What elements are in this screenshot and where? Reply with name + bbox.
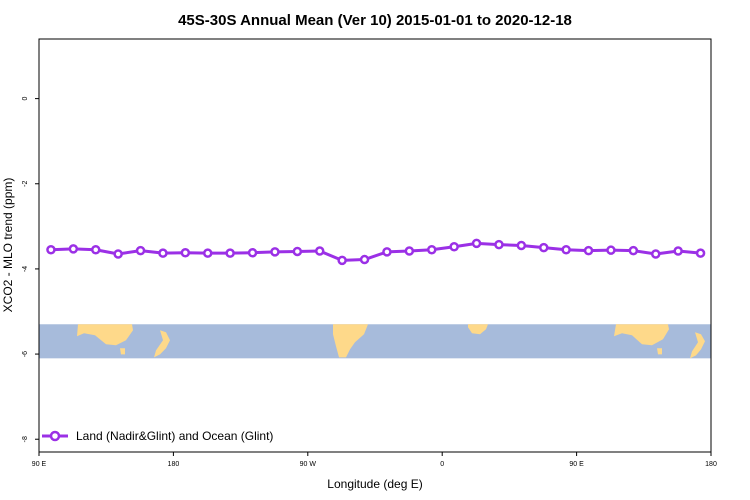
map-land-3: [333, 324, 368, 358]
data-point: [426, 245, 437, 255]
data-point: [516, 240, 527, 251]
data-point: [538, 242, 549, 253]
data-point: [68, 244, 79, 254]
map-land-6: [657, 348, 662, 355]
data-point: [135, 245, 146, 256]
x-tick-label-4: 90 E: [569, 461, 584, 468]
data-point: [404, 246, 415, 256]
data-point: [695, 248, 706, 258]
data-point: [561, 245, 571, 255]
data-point: [359, 254, 370, 265]
x-tick-label-1: 180: [168, 461, 180, 468]
data-point: [46, 245, 56, 255]
data-point: [606, 245, 616, 255]
x-tick-label-2: 90 W: [300, 461, 317, 468]
data-point: [650, 249, 661, 259]
x-tick-label-0: 90 E: [32, 461, 47, 468]
data-point: [449, 242, 459, 252]
data-point: [202, 248, 213, 258]
data-point: [471, 238, 482, 249]
data-point: [673, 246, 683, 256]
map-land-5: [614, 324, 669, 346]
series-layer: [46, 238, 706, 266]
data-point: [583, 245, 594, 256]
map-ocean: [39, 324, 711, 359]
map-land-0: [77, 324, 133, 346]
data-point: [337, 255, 347, 266]
x-axis-label: Longitude (deg E): [327, 477, 422, 491]
data-point: [113, 249, 123, 259]
y-tick-label-1: -2: [22, 181, 29, 187]
legend-marker-swatch: [49, 430, 61, 442]
map-land-1: [120, 348, 125, 355]
data-point: [494, 239, 504, 250]
map-land-4: [468, 324, 488, 335]
legend-label: Land (Nadir&Glint) and Ocean (Glint): [76, 429, 273, 443]
y-tick-label-2: -4: [22, 266, 29, 272]
x-tick-label-5: 180: [705, 461, 717, 468]
plot-frame: [38, 38, 712, 453]
x-tick-label-3: 0: [440, 461, 444, 468]
data-point: [628, 245, 639, 256]
map-land-2: [154, 330, 170, 358]
series-line-0: [50, 241, 701, 262]
map-land-7: [690, 332, 705, 359]
data-point: [314, 246, 325, 256]
world-map-band: [39, 324, 711, 359]
data-point: [292, 246, 303, 257]
data-point: [247, 247, 258, 258]
y-tick-label-3: -6: [22, 351, 29, 357]
data-point: [382, 247, 392, 257]
axes: 90 E 180 90 W 0 90 E 180 0 -2 -4 -6 -8: [22, 38, 717, 468]
data-point: [180, 247, 191, 258]
chart-title: 45S-30S Annual Mean (Ver 10) 2015-01-01 …: [178, 12, 572, 29]
y-tick-label-0: 0: [22, 97, 29, 101]
data-point: [270, 247, 280, 257]
data-point: [90, 245, 101, 255]
legend: Land (Nadir&Glint) and Ocean (Glint): [42, 429, 273, 443]
data-point: [225, 248, 235, 258]
data-point: [158, 248, 168, 258]
y-tick-label-4: -8: [22, 436, 29, 442]
y-axis-label: XCO2 - MLO trend (ppm): [1, 178, 15, 313]
